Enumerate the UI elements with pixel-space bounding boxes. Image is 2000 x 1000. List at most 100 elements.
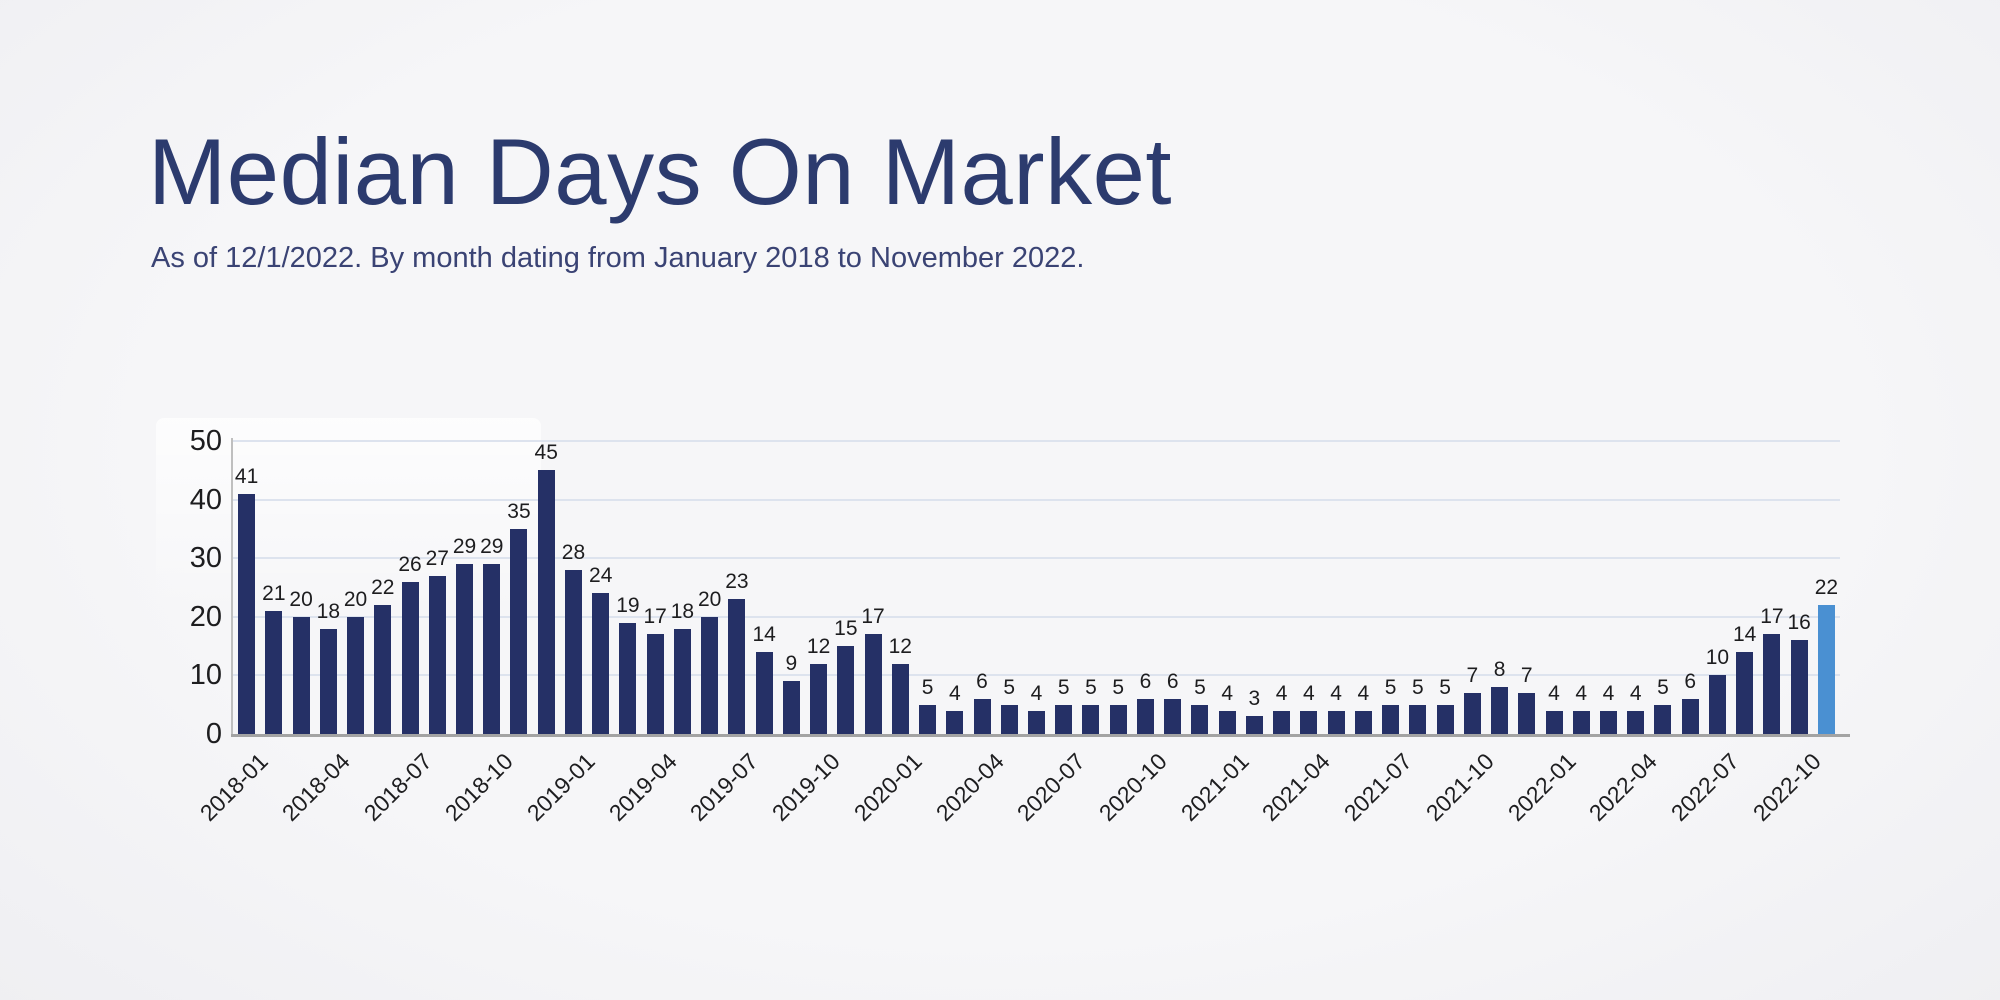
gridline	[233, 557, 1840, 560]
bar-value-label: 5	[1003, 675, 1016, 699]
bar-value-label: 23	[725, 570, 749, 594]
bar	[1681, 698, 1699, 734]
gridline	[233, 674, 1840, 677]
bar-value-label: 16	[1787, 611, 1811, 635]
bar	[374, 605, 392, 734]
bar	[428, 575, 446, 734]
bar	[864, 634, 882, 734]
bar	[1136, 698, 1154, 734]
x-tick-label: 2018-10	[440, 748, 519, 827]
x-tick-label: 2022-01	[1502, 748, 1581, 827]
bar	[1491, 687, 1509, 734]
gridline	[233, 498, 1840, 501]
y-tick-label: 30	[189, 542, 222, 575]
bar	[1409, 704, 1427, 734]
bar-value-label: 9	[785, 652, 798, 676]
y-tick-label: 10	[189, 659, 222, 692]
x-tick-label: 2019-01	[521, 748, 600, 827]
bar-value-label: 6	[1684, 669, 1697, 693]
bar	[755, 651, 773, 734]
bar	[1300, 710, 1318, 734]
bar-value-label: 35	[507, 499, 531, 523]
bar-value-label: 20	[289, 587, 313, 611]
bar	[701, 616, 719, 734]
bar-value-label: 5	[1657, 675, 1669, 699]
bar	[973, 698, 991, 734]
bar	[1599, 710, 1617, 734]
bar	[1545, 710, 1563, 734]
x-tick-label: 2022-07	[1665, 748, 1744, 827]
bar	[673, 628, 691, 734]
bar-value-label: 29	[480, 535, 504, 559]
bar	[1055, 704, 1073, 734]
bar	[1763, 634, 1781, 734]
bar	[782, 681, 800, 734]
bar-value-label: 6	[1139, 669, 1152, 693]
bar	[510, 528, 528, 734]
bar-value-label: 27	[425, 546, 449, 570]
bar-value-label: 6	[976, 669, 988, 693]
bar	[1354, 710, 1372, 734]
x-tick-label: 2020-04	[930, 748, 1009, 827]
bar	[564, 569, 582, 734]
bar	[1627, 710, 1645, 734]
y-tick-label: 20	[189, 600, 222, 633]
bar	[292, 616, 310, 734]
x-tick-label: 2018-01	[194, 748, 274, 827]
bar	[1028, 710, 1045, 734]
bar-value-label: 18	[316, 599, 341, 623]
bar	[1191, 704, 1209, 734]
bar	[1382, 704, 1400, 734]
bar-value-label: 22	[1814, 576, 1839, 600]
x-tick-label: 2020-07	[1012, 748, 1091, 827]
x-tick-label: 2020-10	[1093, 748, 1172, 827]
bar	[347, 616, 365, 734]
bar	[1654, 704, 1672, 734]
bar-value-label: 28	[561, 540, 586, 564]
bar	[810, 663, 828, 734]
gridline	[233, 440, 1840, 442]
x-tick-label: 2021-07	[1338, 748, 1417, 827]
y-tick-label: 50	[189, 425, 222, 457]
bar-value-label: 12	[888, 634, 912, 658]
x-tick-label: 2020-01	[848, 748, 927, 827]
bar	[1572, 710, 1590, 734]
bar-value-label: 12	[806, 634, 831, 658]
x-tick-label: 2019-10	[766, 748, 845, 827]
bar-value-label: 4	[1548, 681, 1560, 705]
x-tick-label: 2018-04	[276, 748, 355, 827]
bar-value-label: 29	[452, 535, 477, 559]
x-tick-label: 2021-04	[1257, 748, 1336, 827]
bar	[1436, 704, 1454, 734]
bar	[619, 622, 637, 734]
bar	[1463, 692, 1481, 734]
bar-value-label: 5	[1194, 675, 1206, 699]
bar-value-label: 8	[1493, 658, 1506, 682]
bar-value-label: 5	[1411, 675, 1424, 699]
bar-value-label: 4	[1221, 681, 1233, 705]
bar-value-label: 4	[1602, 681, 1615, 705]
bar	[1273, 710, 1291, 734]
bar	[483, 564, 501, 734]
y-tick-label: 40	[189, 483, 222, 516]
bar-value-label: 4	[1629, 681, 1642, 705]
bar	[265, 610, 283, 734]
bar	[728, 599, 746, 734]
bar	[1327, 710, 1345, 734]
bar	[919, 704, 937, 734]
bar	[646, 634, 664, 734]
bar-value-label: 17	[643, 605, 667, 629]
x-tick-label: 2019-04	[603, 748, 682, 827]
bar-value-label: 26	[398, 552, 422, 576]
bar	[1109, 704, 1127, 734]
bar-value-label: 5	[1384, 675, 1397, 699]
bar-value-label: 5	[1057, 675, 1070, 699]
bar-value-label: 7	[1520, 663, 1533, 687]
x-tick-label: 2021-01	[1175, 748, 1254, 827]
bar	[1817, 605, 1835, 734]
y-axis-line	[231, 438, 233, 737]
bar-value-label: 24	[589, 564, 613, 588]
bar	[1082, 704, 1100, 734]
bar	[837, 646, 855, 734]
